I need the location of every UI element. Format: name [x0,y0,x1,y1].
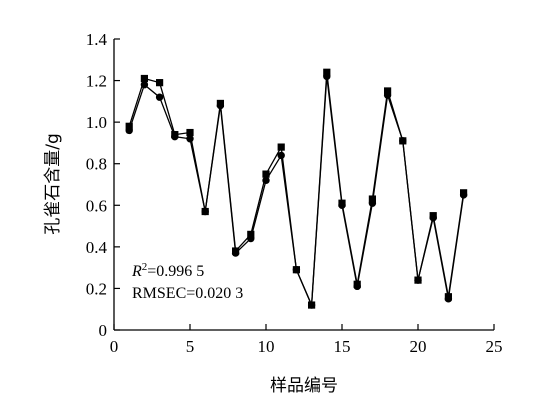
x-tick-label: 5 [186,337,195,356]
x-tick-label: 0 [110,337,119,356]
series-1-point [368,195,376,203]
x-tick-label: 25 [486,337,503,356]
series-2-point [262,176,270,185]
y-tick-label: 0.8 [86,155,107,174]
x-tick-label: 15 [334,337,351,356]
fit-annotation: R2=0.996 5 RMSEC=0.020 3 [131,261,243,302]
series-2-point [459,191,468,199]
series-2-point [292,266,301,274]
y-tick-label: 0.4 [86,238,108,257]
series-2-point [383,91,392,99]
x-axis-label: 样品编号 [270,376,338,396]
series-2-point [277,151,285,160]
series-1-point [140,74,148,83]
series-layer [125,68,468,309]
series-1-point [247,230,255,238]
series-2-point [247,234,255,243]
series-1-point [125,122,133,130]
series-1-point [186,128,194,137]
series-2-point [201,207,209,216]
series-2-point [429,214,437,222]
series-1-point [156,79,164,87]
series-2-point [186,135,194,143]
rmsec-annotation: RMSEC=0.020 3 [132,285,243,302]
x-ticks: 0 5 10 15 20 25 [110,324,503,356]
r2-value: =0.996 5 [147,263,204,280]
series-2-point [444,295,453,303]
r2-symbol: R [131,263,142,280]
y-tick-label: 0 [99,321,108,340]
series-2-point [368,199,377,207]
y-tick-label: 0.6 [86,196,107,215]
y-tick-label: 1.4 [86,30,108,49]
series-2-point [125,126,133,135]
series-2-point [231,249,240,257]
r2-superscript: 2 [142,261,148,273]
series-2-point [155,93,164,101]
series-2-point [414,276,422,284]
series-2-point [399,137,407,145]
series-1-point [277,143,285,151]
y-tick-label: 0.2 [86,279,107,298]
y-tick-label: 1.2 [86,72,107,91]
y-ticks: 0 0.2 0.4 0.6 0.8 1.0 1.2 1.4 [86,30,120,340]
series-1-point [323,68,331,76]
x-tick-label: 10 [258,337,275,356]
series-2-point [140,81,149,89]
x-tick-label: 20 [410,337,427,356]
series-2-point [216,101,225,110]
series-2-point [353,282,361,291]
axes [113,39,494,331]
series-2-point [307,301,316,309]
series-1-point [384,87,392,95]
series-2-point [171,132,179,141]
series-1-point [262,170,270,178]
series-2-point [323,72,331,81]
series-2-point [338,201,346,209]
r2-annotation: R2=0.996 5 [131,261,204,280]
y-tick-label: 1.0 [86,113,107,132]
y-axis-label: 孔雀石含量/g [43,133,63,235]
